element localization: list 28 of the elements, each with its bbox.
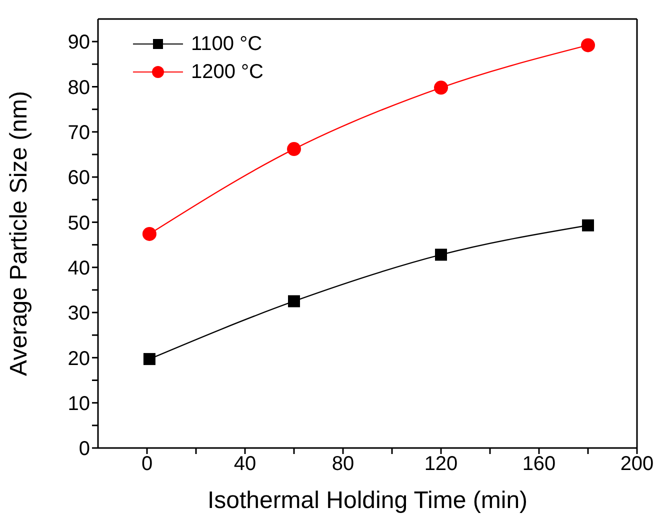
x-tick-label: 0 [141, 453, 153, 476]
point [582, 219, 594, 232]
point [143, 353, 156, 366]
y-tick-label: 0 [78, 438, 90, 460]
x-axis-title: Isothermal Holding Time (min) [207, 487, 528, 514]
y-tick-label: 50 [68, 212, 90, 234]
point [434, 80, 448, 95]
y-tick-label: 60 [68, 167, 90, 190]
legend-label: 1200 °C [191, 60, 264, 84]
y-axis-title: Average Particle Size (nm) [6, 91, 33, 376]
y-tick-label: 10 [68, 392, 90, 415]
point [435, 248, 447, 261]
x-tick-label: 120 [424, 453, 458, 476]
y-tick-label: 30 [68, 302, 90, 325]
legend-label: 1100 °C [191, 32, 262, 56]
point [142, 226, 156, 241]
x-tick-label: 200 [620, 453, 654, 476]
x-tick-label: 160 [522, 453, 556, 476]
point [288, 295, 300, 308]
point [287, 142, 301, 156]
x-tick-label: 40 [234, 453, 256, 476]
point [581, 38, 595, 52]
y-tick-label: 40 [68, 257, 90, 280]
y-tick-label: 70 [68, 122, 90, 144]
y-tick-label: 80 [68, 76, 90, 99]
y-tick-label: 90 [68, 32, 90, 54]
x-tick-label: 80 [332, 453, 354, 476]
y-tick-label: 20 [68, 348, 90, 370]
